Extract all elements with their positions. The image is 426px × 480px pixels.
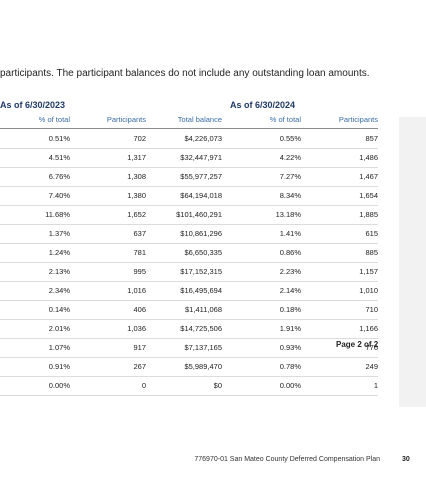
cell-total-balance-2024: $16,495,694 [180, 286, 222, 295]
cell-pct-total-2024: 0.86% [279, 248, 301, 257]
cell-participants-2023: 1,317 [127, 153, 146, 162]
cell-participants-2023: 1,380 [127, 191, 146, 200]
cell-pct-total-2023: 0.14% [48, 305, 70, 314]
table-row: 2.01% 1,036 $14,725,506 1.91% 1,166 [0, 319, 378, 339]
cell-pct-total-2023: 2.13% [48, 267, 70, 276]
cell-pct-total-2024: 1.91% [279, 324, 301, 333]
cell-total-balance-2024: $17,152,315 [180, 267, 222, 276]
cell-participants-2023: 917 [133, 343, 146, 352]
table-row: 6.76% 1,308 $55,977,257 7.27% 1,467 [0, 167, 378, 187]
footer-plan-name: 776970-01 San Mateo County Deferred Comp… [194, 456, 380, 463]
table-row: 7.40% 1,380 $64,194,018 8.34% 1,654 [0, 186, 378, 206]
cell-participants-2024: 1,654 [359, 191, 378, 200]
page-marker: Page 2 of 2 [336, 340, 379, 349]
cell-participants-2024: 885 [365, 248, 378, 257]
header-pct-total-2023: % of total [38, 115, 70, 124]
cell-pct-total-2023: 1.37% [48, 229, 70, 238]
cell-pct-total-2023: 1.24% [48, 248, 70, 257]
cell-pct-total-2024: 13.18% [275, 210, 301, 219]
cell-participants-2023: 995 [133, 267, 146, 276]
cell-total-balance-2024: $10,861,296 [180, 229, 222, 238]
cell-participants-2024: 1,157 [359, 267, 378, 276]
header-participants-2023: Participants [106, 115, 146, 124]
cell-pct-total-2024: 0.18% [279, 305, 301, 314]
cell-pct-total-2024: 0.93% [279, 343, 301, 352]
cell-participants-2024: 1,166 [359, 324, 378, 333]
cell-total-balance-2024: $64,194,018 [180, 191, 222, 200]
table-row: 2.34% 1,016 $16,495,694 2.14% 1,010 [0, 281, 378, 301]
cell-participants-2023: 1,036 [127, 324, 146, 333]
cell-participants-2024: 1 [373, 381, 378, 390]
cell-total-balance-2024: $55,977,257 [180, 172, 222, 181]
cell-pct-total-2023: 0.00% [48, 381, 70, 390]
cell-pct-total-2023: 2.01% [48, 324, 70, 333]
cell-pct-total-2024: 4.22% [279, 153, 301, 162]
cell-participants-2023: 1,652 [127, 210, 146, 219]
table-row: 0.51% 702 $4,226,073 0.55% 857 [0, 129, 378, 149]
footer-page-number: 30 [402, 456, 410, 463]
table-row: 1.07% 917 $7,137,165 0.93% 776 [0, 338, 378, 358]
cell-total-balance-2024: $32,447,971 [180, 153, 222, 162]
cell-participants-2024: 857 [365, 134, 378, 143]
cell-pct-total-2024: 2.23% [279, 267, 301, 276]
cell-participants-2023: 637 [133, 229, 146, 238]
cell-pct-total-2024: 7.27% [279, 172, 301, 181]
section-heading-2023: As of 6/30/2023 [0, 100, 66, 110]
cell-participants-2024: 710 [365, 305, 378, 314]
cell-pct-total-2024: 8.34% [279, 191, 301, 200]
table-row: 2.13% 995 $17,152,315 2.23% 1,157 [0, 262, 378, 282]
cell-total-balance-2024: $1,411,068 [185, 305, 222, 314]
table-row: 0.00% 0 $0 0.00% 1 [0, 376, 378, 396]
cell-total-balance-2024: $7,137,165 [184, 343, 222, 352]
cell-total-balance-2024: $101,460,291 [176, 210, 222, 219]
cell-total-balance-2024: $0 [213, 381, 222, 390]
cell-total-balance-2024: $14,725,506 [180, 324, 222, 333]
header-total-balance-2024: Total balance [177, 115, 222, 124]
cell-pct-total-2023: 1.07% [48, 343, 70, 352]
cell-participants-2023: 702 [133, 134, 146, 143]
cell-pct-total-2024: 0.00% [279, 381, 301, 390]
cell-participants-2024: 1,885 [359, 210, 378, 219]
cell-participants-2024: 776 [365, 343, 378, 352]
header-participants-2024: Participants [338, 115, 378, 124]
cell-participants-2024: 1,486 [359, 153, 378, 162]
cell-pct-total-2024: 1.41% [279, 229, 301, 238]
table-row: 11.68% 1,652 $101,460,291 13.18% 1,885 [0, 205, 378, 225]
side-panel [399, 117, 426, 407]
table-row: 0.91% 267 $5,989,470 0.78% 249 [0, 357, 378, 377]
table-row: 0.14% 406 $1,411,068 0.18% 710 [0, 300, 378, 320]
cell-total-balance-2024: $6,650,335 [184, 248, 222, 257]
table-header-row: % of total Participants Total balance % … [0, 111, 378, 129]
cell-participants-2024: 249 [365, 362, 378, 371]
cell-pct-total-2023: 0.51% [48, 134, 70, 143]
table-row: 1.24% 781 $6,650,335 0.86% 885 [0, 243, 378, 263]
cell-participants-2024: 615 [365, 229, 378, 238]
cell-participants-2023: 406 [133, 305, 146, 314]
intro-text: participants. The participant balances d… [0, 68, 370, 79]
section-heading-2024: As of 6/30/2024 [230, 100, 296, 110]
cell-participants-2023: 1,308 [127, 172, 146, 181]
cell-pct-total-2023: 4.51% [48, 153, 70, 162]
cell-participants-2023: 781 [133, 248, 146, 257]
cell-pct-total-2023: 7.40% [48, 191, 70, 200]
cell-pct-total-2023: 6.76% [48, 172, 70, 181]
cell-participants-2024: 1,010 [359, 286, 378, 295]
cell-participants-2023: 0 [141, 381, 146, 390]
cell-pct-total-2024: 0.55% [279, 134, 301, 143]
header-pct-total-2024: % of total [269, 115, 301, 124]
cell-pct-total-2024: 0.78% [279, 362, 301, 371]
table-row: 1.37% 637 $10,861,296 1.41% 615 [0, 224, 378, 244]
cell-pct-total-2023: 11.68% [45, 210, 70, 219]
cell-total-balance-2024: $5,989,470 [184, 362, 222, 371]
cell-pct-total-2023: 2.34% [48, 286, 70, 295]
cell-participants-2024: 1,467 [359, 172, 378, 181]
cell-pct-total-2024: 2.14% [279, 286, 301, 295]
cell-participants-2023: 1,016 [127, 286, 146, 295]
cell-total-balance-2024: $4,226,073 [184, 134, 222, 143]
table-row: 4.51% 1,317 $32,447,971 4.22% 1,486 [0, 148, 378, 168]
cell-pct-total-2023: 0.91% [48, 362, 70, 371]
cell-participants-2023: 267 [133, 362, 146, 371]
